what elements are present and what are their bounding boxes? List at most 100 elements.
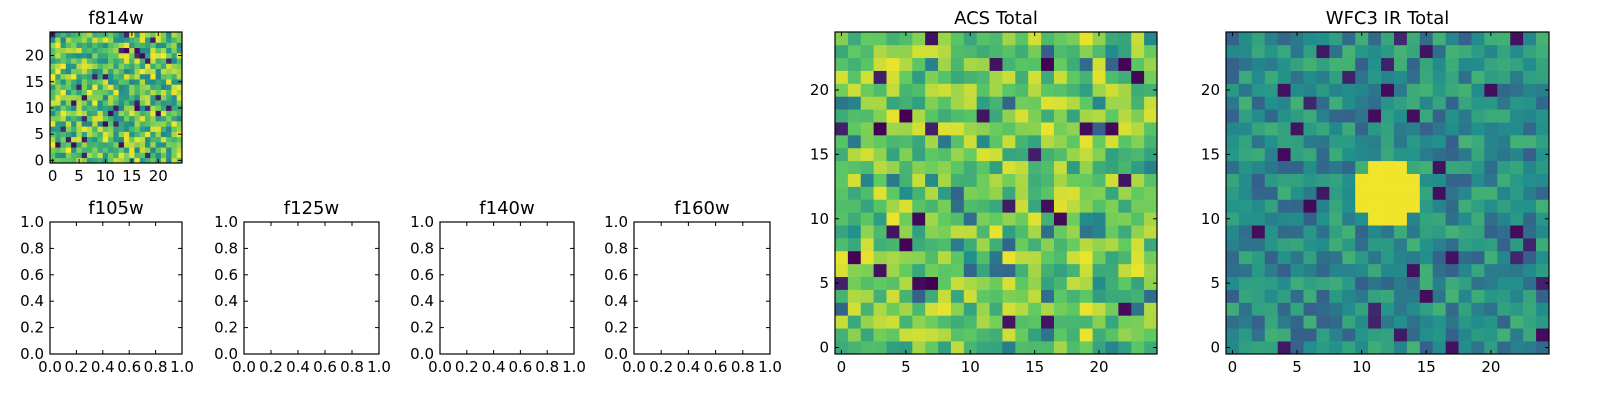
heatmap-cell — [60, 110, 67, 117]
heatmap-cell — [1131, 328, 1145, 342]
heatmap-cell — [1355, 122, 1369, 136]
heatmap-cell — [1131, 225, 1145, 239]
heatmap-cell — [1458, 109, 1472, 123]
heatmap-cell — [1264, 225, 1278, 239]
heatmap-cell — [113, 84, 119, 90]
heatmap-cell — [1523, 289, 1537, 303]
heatmap-cell — [1432, 199, 1446, 213]
heatmap-cell — [1523, 238, 1537, 252]
heatmap-cell — [81, 84, 88, 90]
heatmap-cell — [102, 42, 109, 49]
heatmap-cell — [1393, 57, 1408, 71]
heatmap-cell — [1458, 302, 1472, 316]
heatmap-cell — [835, 315, 849, 329]
heatmap-cell — [989, 315, 1003, 329]
heatmap-cell — [1458, 263, 1472, 278]
heatmap-cell — [160, 131, 167, 138]
heatmap-cell — [1432, 341, 1446, 355]
heatmap-cell — [1458, 199, 1472, 213]
heatmap-cell — [1368, 328, 1382, 342]
heatmap-cell — [1131, 212, 1145, 226]
heatmap-cell — [50, 73, 56, 80]
heatmap-cell — [1238, 122, 1253, 136]
heatmap-cell — [1092, 96, 1106, 110]
heatmap-cell — [1131, 289, 1145, 303]
heatmap-cell — [1264, 341, 1278, 355]
heatmap-cell — [60, 131, 67, 138]
heatmap-cell — [1264, 70, 1278, 84]
heatmap-cell — [129, 142, 135, 148]
heatmap-cell — [1028, 147, 1042, 162]
heatmap-cell — [873, 70, 887, 84]
heatmap-cell — [1381, 263, 1395, 278]
heatmap-cell — [166, 100, 172, 106]
heatmap-cell — [1041, 122, 1055, 136]
heatmap-cell — [1041, 32, 1055, 46]
heatmap-cell — [1406, 250, 1421, 265]
heatmap-cell — [1226, 289, 1240, 303]
heatmap-cell — [139, 152, 146, 159]
heatmap-cell — [1002, 173, 1016, 187]
heatmap-cell — [139, 32, 146, 38]
heatmap-cell — [1510, 186, 1524, 200]
heatmap-cell — [1368, 186, 1382, 200]
heatmap-cell — [835, 263, 849, 278]
heatmap-cell — [102, 115, 109, 122]
heatmap-cell — [1419, 186, 1434, 200]
heatmap-cell — [963, 83, 977, 97]
heatmap-cell — [1028, 173, 1042, 187]
axes-frame-acs-total — [834, 31, 1158, 355]
heatmap-cell — [912, 44, 926, 59]
heatmap-cell — [1471, 315, 1485, 329]
heatmap-cell — [1079, 57, 1093, 71]
heatmap-cell — [1497, 109, 1511, 123]
heatmap-cell — [1484, 57, 1498, 71]
heatmap-cell — [1445, 186, 1459, 200]
heatmap-cells-wfc3-ir-total — [1226, 32, 1550, 355]
heatmap-cell — [171, 32, 178, 38]
heatmap-cell — [1523, 212, 1537, 226]
heatmap-cell — [1303, 147, 1317, 162]
heatmap-cell — [108, 89, 114, 96]
heatmap-cell — [1092, 44, 1106, 59]
heatmap-cell — [176, 47, 183, 54]
heatmap-cell — [886, 70, 900, 84]
heatmap-cell — [1523, 173, 1537, 187]
heatmap-cell — [1484, 263, 1498, 278]
heatmap-cell — [1329, 199, 1343, 213]
heatmap-cell — [1053, 83, 1068, 97]
heatmap-cell — [1053, 289, 1068, 303]
heatmap-cell — [1484, 173, 1498, 187]
heatmap-cell — [1497, 276, 1511, 290]
heatmap-cell — [1290, 32, 1304, 46]
heatmap-cell — [155, 68, 162, 75]
heatmap-cell — [123, 115, 130, 122]
heatmap-cell — [1368, 135, 1382, 149]
heatmap-cell — [1277, 44, 1291, 59]
heatmap-cell — [166, 68, 172, 75]
heatmap-cell — [963, 263, 977, 278]
heatmap-cell — [1131, 109, 1145, 123]
heatmap-cell — [160, 89, 167, 96]
heatmap-cell — [139, 58, 146, 64]
heatmap-cell — [886, 225, 900, 239]
heatmap-cell — [1105, 135, 1119, 149]
heatmap-cell — [113, 121, 119, 127]
heatmap-cell — [925, 70, 939, 84]
heatmap-cell — [1536, 57, 1550, 71]
heatmap-cell — [1238, 135, 1253, 149]
x-tick-label: 0.2 — [649, 358, 673, 376]
heatmap-cell — [1053, 302, 1068, 316]
heatmap-cell — [150, 32, 156, 38]
heatmap-cell — [108, 63, 114, 69]
heatmap-cell — [899, 341, 913, 355]
heatmap-cell — [166, 73, 172, 80]
heatmap-cell — [81, 131, 88, 138]
heatmap-cell — [86, 58, 93, 64]
heatmap-cell — [65, 136, 72, 143]
heatmap-cell — [123, 68, 130, 75]
heatmap-cell — [1277, 263, 1291, 278]
heatmap-cell — [97, 142, 104, 148]
heatmap-cell — [1316, 160, 1330, 174]
heatmap-cell — [1238, 173, 1253, 187]
